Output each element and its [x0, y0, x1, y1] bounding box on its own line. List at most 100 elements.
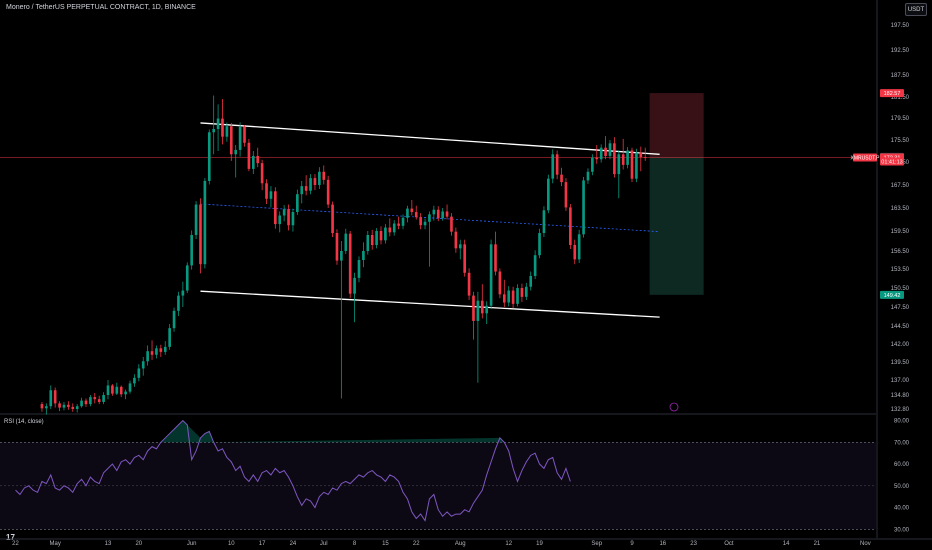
chart-title: Monero / TetherUS PERPETUAL CONTRACT, 1D…	[6, 4, 196, 11]
candle-up	[485, 305, 489, 314]
time-tick-label: 10	[228, 541, 235, 547]
time-tick-label: 13	[105, 541, 112, 547]
currency-button[interactable]: USDT	[905, 3, 927, 16]
stop-price-label: 182.57	[884, 91, 901, 97]
candle-down	[494, 244, 497, 272]
time-tick-label: 20	[135, 541, 142, 547]
time-tick-label: 22	[413, 541, 420, 547]
candle-down	[511, 290, 515, 304]
candle-up	[133, 377, 136, 384]
candle-down	[256, 155, 260, 164]
price-tick-label: 134.80	[891, 393, 910, 399]
time-tick-label: May	[49, 541, 60, 547]
candle-up	[269, 191, 273, 199]
candle-down	[498, 271, 502, 295]
candle-down	[304, 186, 308, 191]
stop-price-tag	[880, 89, 904, 98]
price-tick-label: 132.80	[891, 407, 910, 413]
candle-up	[155, 348, 158, 355]
candle-down	[119, 386, 123, 395]
candle-up	[291, 212, 295, 226]
candle-down	[569, 207, 572, 245]
candle-up	[137, 368, 141, 378]
candle-up	[318, 171, 321, 185]
candle-down	[564, 182, 568, 208]
channel-lower	[200, 290, 660, 318]
channel-upper	[200, 122, 660, 155]
candle-down	[326, 179, 330, 205]
candle-up	[190, 235, 193, 266]
time-tick-label: 14	[783, 541, 790, 547]
candle-down	[472, 295, 475, 321]
candle-up	[282, 209, 286, 216]
candle-up	[225, 126, 229, 137]
candle-up	[75, 406, 79, 409]
symbol-tag-bg	[853, 153, 877, 162]
candle-down	[67, 404, 70, 407]
candle-down	[414, 212, 418, 218]
rsi-tick-label: 50.00	[894, 484, 910, 490]
candle-down	[480, 300, 484, 314]
candle-up	[476, 300, 480, 321]
candle-down	[331, 204, 334, 233]
candle-up	[401, 217, 405, 226]
candle-down	[84, 400, 88, 405]
time-tick-label: 21	[814, 541, 821, 547]
candle-up	[507, 290, 511, 303]
candle-up	[238, 126, 242, 150]
candle-down	[419, 217, 422, 226]
candle-down	[388, 227, 392, 233]
candle-down	[97, 399, 101, 402]
candle-up	[538, 233, 541, 256]
candle-down	[454, 231, 458, 249]
candle-up	[551, 154, 555, 179]
rsi-tick-label: 40.00	[894, 506, 910, 512]
candle-up	[172, 310, 176, 329]
candle-up	[296, 194, 299, 213]
time-tick-label: 9	[630, 541, 634, 547]
candle-down	[560, 174, 563, 183]
stop-loss-zone	[649, 93, 704, 158]
candle-down	[247, 142, 251, 169]
rsi-line	[15, 419, 571, 522]
event-marker-icon	[669, 402, 679, 412]
candle-down	[313, 178, 317, 185]
candle-down	[348, 233, 352, 294]
candle-down	[445, 211, 449, 217]
candle-up	[181, 290, 185, 296]
price-tick-label: 153.50	[891, 267, 910, 273]
tradingview-logo-icon[interactable]: 17	[6, 533, 15, 542]
candle-up	[115, 386, 119, 394]
candle-up	[577, 234, 581, 260]
candle-up	[89, 397, 92, 405]
candle-up	[194, 204, 198, 235]
candle-up	[489, 244, 493, 306]
candle-down	[159, 348, 163, 352]
candle-up	[300, 186, 304, 195]
candle-up	[177, 295, 180, 311]
candle-up	[432, 209, 436, 215]
candle-down	[379, 231, 383, 241]
rsi-tick-label: 70.00	[894, 440, 910, 446]
candle-down	[229, 126, 233, 155]
candle-down	[53, 390, 57, 404]
price-tick-label: 137.00	[891, 378, 910, 384]
time-tick-label: Aug	[455, 541, 466, 547]
price-tick-label: 159.50	[891, 229, 910, 235]
candle-down	[463, 244, 466, 273]
candle-down	[287, 209, 290, 226]
candle-up	[375, 231, 378, 245]
take-profit-zone	[649, 157, 704, 295]
price-tick-label: 142.00	[891, 342, 910, 348]
current-time-price-label: 01:41:13	[881, 159, 902, 165]
candle-up	[102, 395, 105, 402]
candle-up	[309, 178, 312, 191]
candle-up	[529, 275, 533, 287]
time-tick-label: 22	[12, 541, 19, 547]
candle-up	[251, 155, 255, 169]
candle-up	[124, 391, 127, 395]
time-tick-label: Nov	[860, 541, 871, 547]
candle-down	[93, 397, 97, 400]
time-tick-label: 8	[353, 541, 357, 547]
